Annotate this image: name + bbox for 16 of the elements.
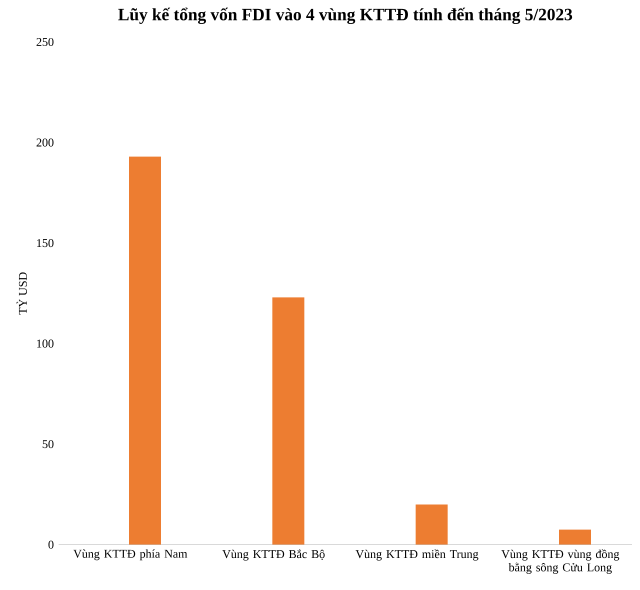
bar [559,530,592,545]
bar [416,504,448,545]
chart-title: Lũy kế tổng vốn FDI vào 4 vùng KTTĐ tính đến tháng 5/2023 [118,8,572,24]
y-tick-label: 0 [48,540,54,549]
y-tick-label: 250 [36,38,54,46]
y-axis-title: TỶ USD [16,272,27,315]
x-tick-label: Vùng KTTĐ Bắc Bộ [222,549,325,561]
x-tick-label: Vùng KTTĐ vùng đồng bằng sông Cửu Long [501,549,620,574]
y-tick-label: 50 [42,440,54,448]
x-tick-label: Vùng KTTĐ phía Nam [73,549,188,560]
bar [272,297,304,545]
y-tick-label: 100 [37,340,54,348]
y-tick-label: 150 [37,239,54,248]
x-tick-label: Vùng KTTĐ miền Trung [356,549,478,561]
y-tick-label: 200 [36,138,54,147]
bar [129,156,161,545]
